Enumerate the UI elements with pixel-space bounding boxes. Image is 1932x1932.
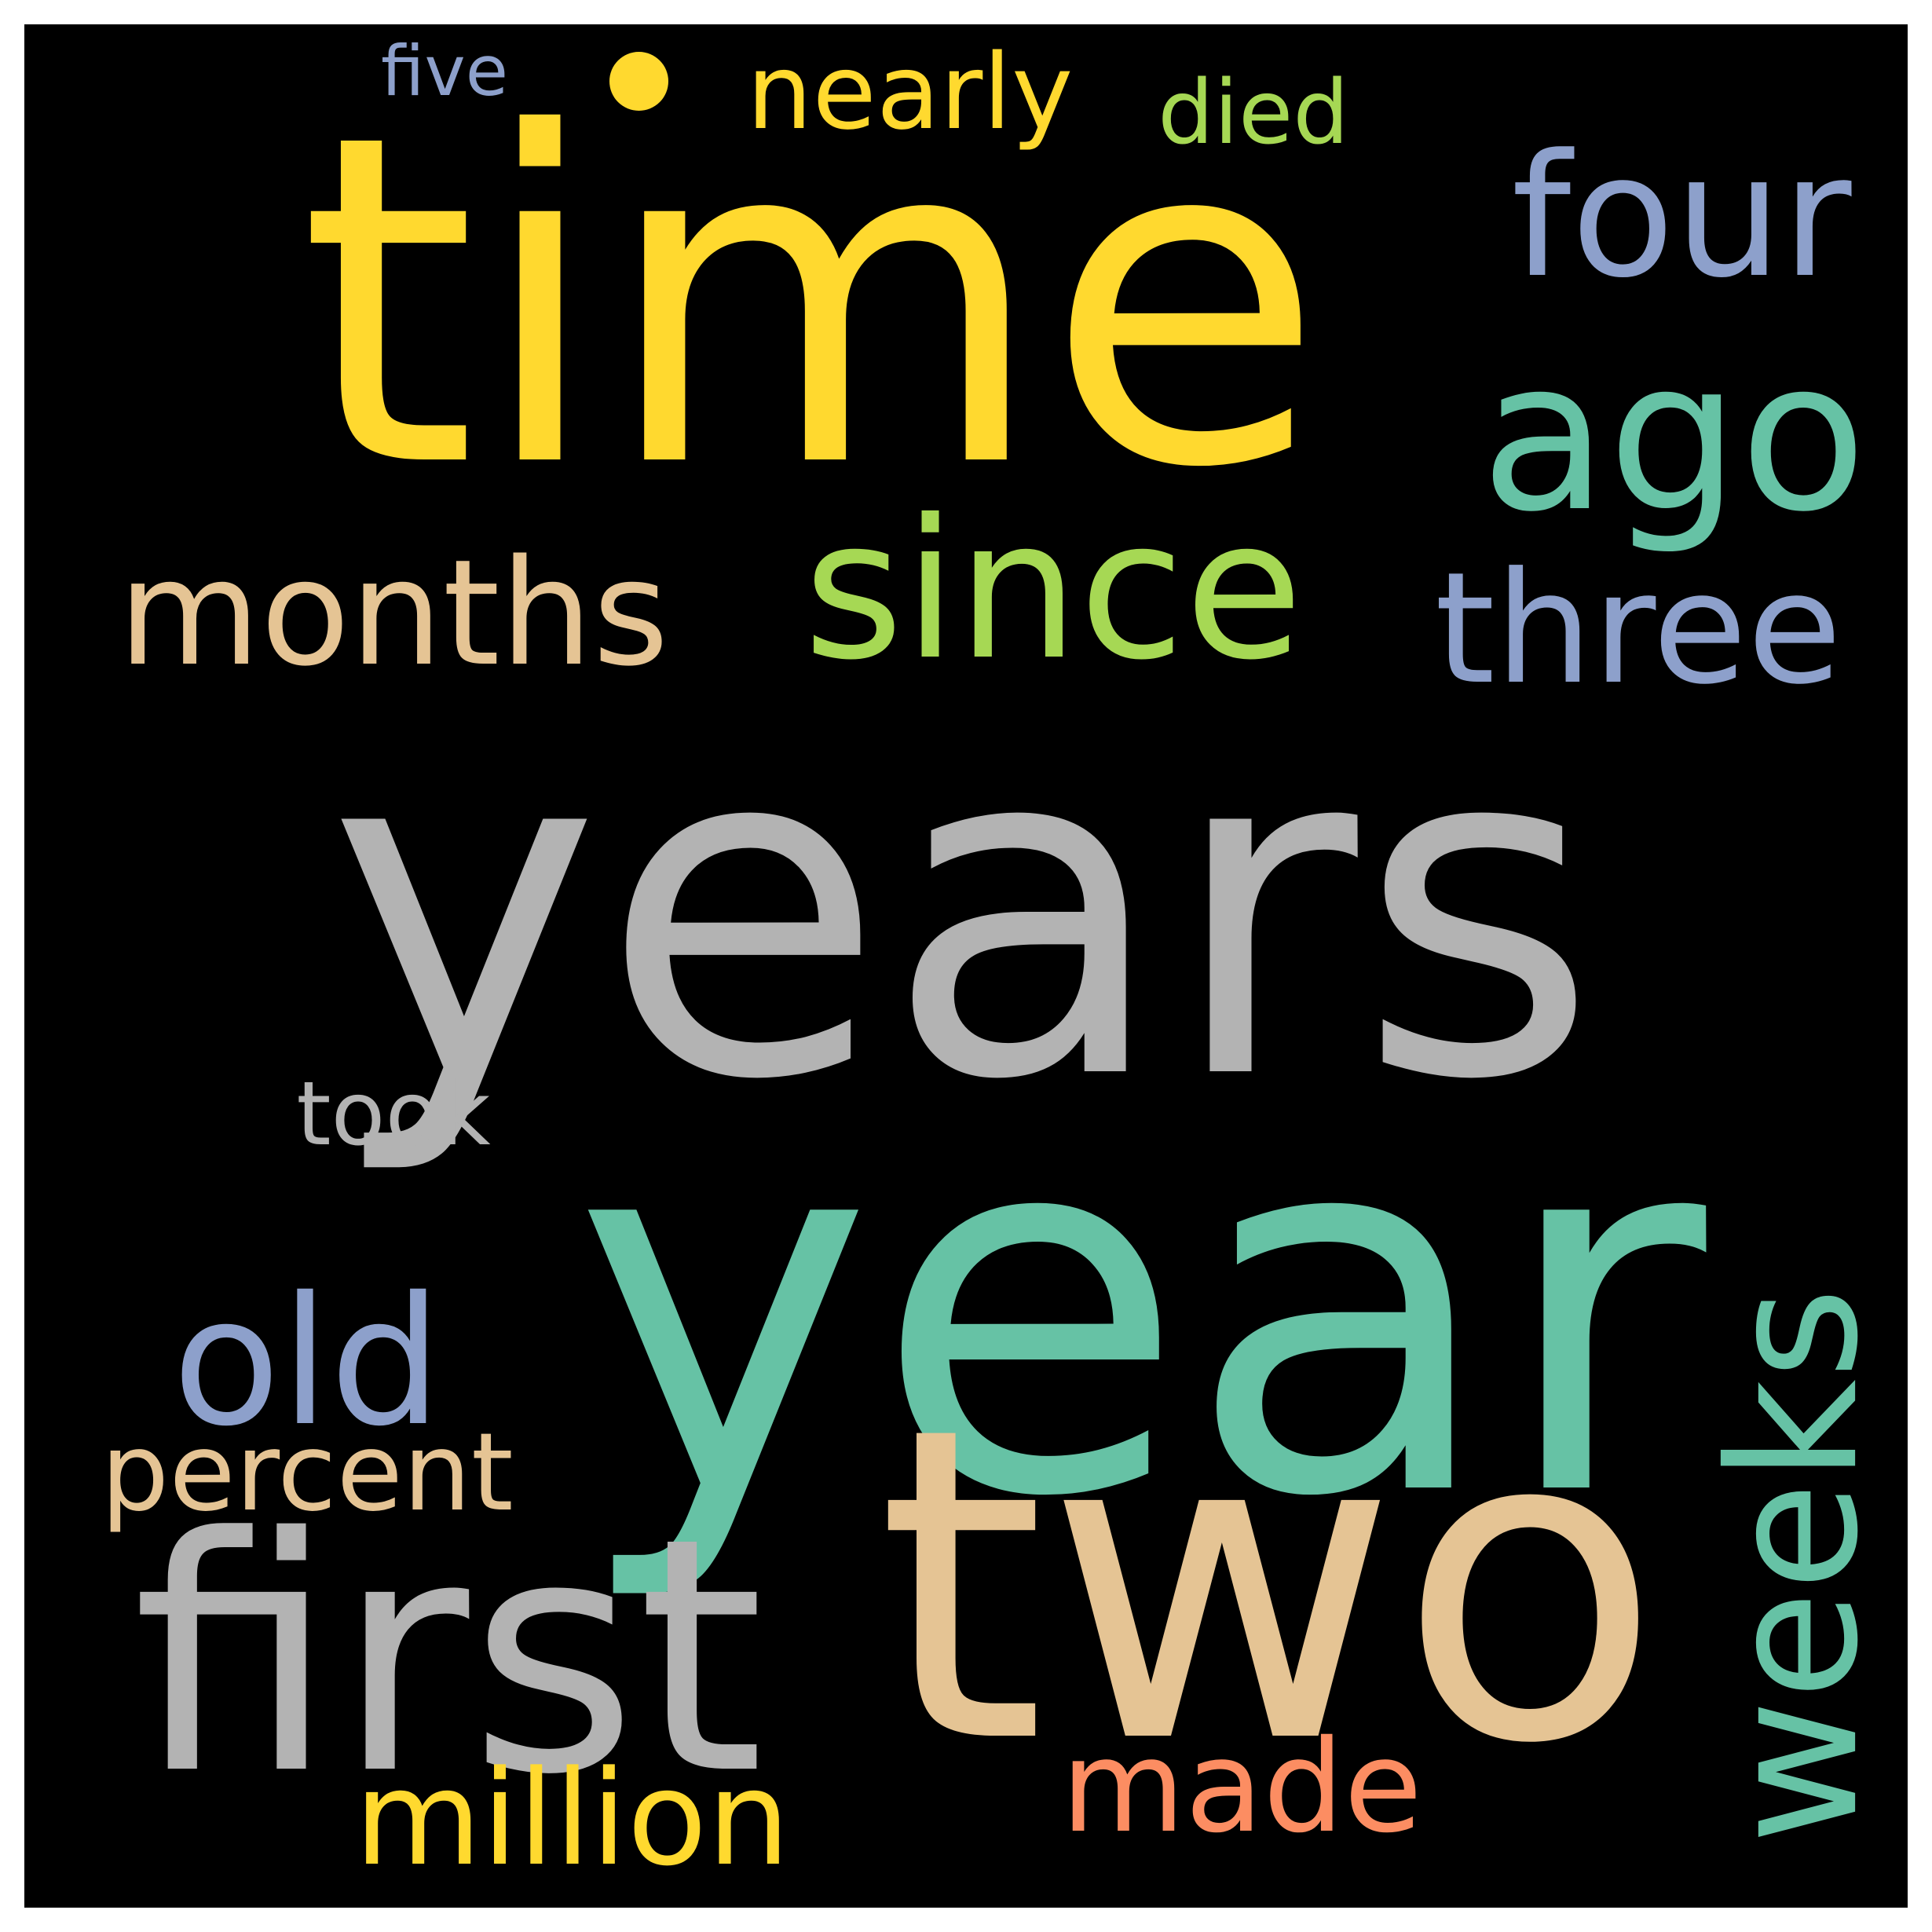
word-million: million: [354, 1742, 790, 1895]
word-took: took: [296, 1062, 491, 1166]
word-cloud-canvas: time years year two since months three a…: [24, 24, 1908, 1908]
word-died: died: [1158, 60, 1349, 165]
word-first: first: [132, 1469, 765, 1846]
word-months: months: [118, 527, 669, 698]
word-two: two: [876, 1336, 1662, 1838]
word-made: made: [1061, 1712, 1422, 1861]
bullet-dot: [609, 52, 668, 111]
word-since: since: [803, 478, 1304, 702]
word-time: time: [298, 38, 1325, 567]
word-five: five: [381, 30, 508, 112]
word-ago: ago: [1480, 315, 1867, 558]
word-nearly: nearly: [746, 32, 1074, 154]
word-weeks: weeks: [1692, 1286, 1898, 1845]
word-four: four: [1511, 118, 1852, 316]
word-old: old: [172, 1260, 442, 1466]
word-years: years: [327, 642, 1599, 1180]
word-percent: percent: [101, 1411, 514, 1536]
word-three: three: [1434, 540, 1842, 719]
word-year: year: [573, 1015, 1707, 1608]
